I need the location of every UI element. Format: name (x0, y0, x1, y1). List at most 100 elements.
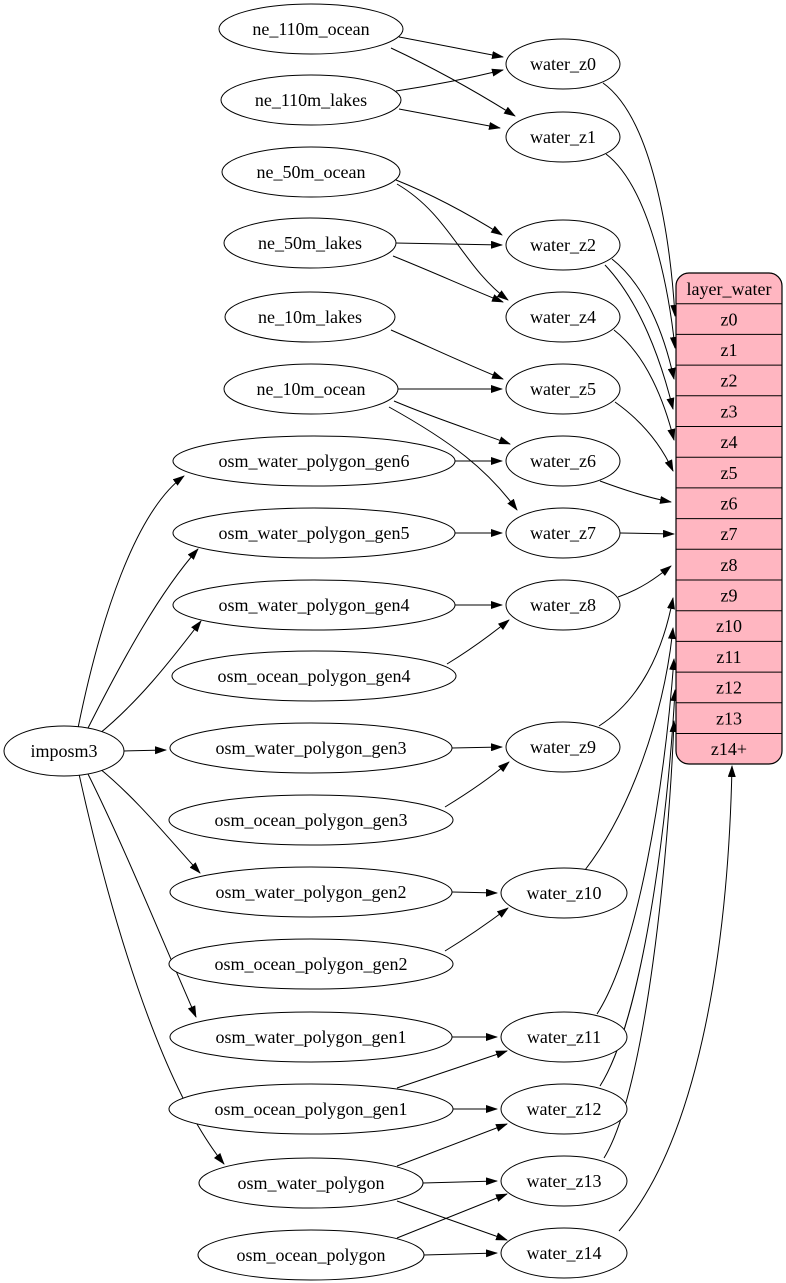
edge-osm_ocean_polygon_gen1-water_z11 (396, 1050, 508, 1089)
edge-osm_ocean_polygon_gen3-water_z9 (444, 761, 510, 808)
node-osm_ocean_polygon_gen3-label: osm_ocean_polygon_gen3 (215, 810, 408, 830)
node-water_z14-label: water_z14 (527, 1243, 602, 1263)
node-osm_water_polygon_gen1-label: osm_water_polygon_gen1 (216, 1027, 407, 1047)
node-osm_ocean_polygon-label: osm_ocean_polygon (237, 1245, 386, 1265)
node-water_z7: water_z7 (505, 507, 621, 559)
node-ne_110m_ocean: ne_110m_ocean (218, 3, 404, 55)
edge-imposm3-osm_water_polygon_gen3 (123, 746, 167, 755)
edge-water_z9-row-z9 (598, 597, 675, 727)
node-osm_ocean_polygon_gen4-shape (171, 650, 457, 702)
node-water_z1: water_z1 (505, 111, 621, 163)
edge-osm_water_polygon-water_z13 (422, 1177, 498, 1186)
edge-water_z2-row-z2 (611, 258, 676, 380)
node-water_z11: water_z11 (500, 1011, 628, 1063)
table-cell-z1: z1 (721, 340, 738, 360)
edge-ne_50m_ocean-water_z2 (395, 179, 503, 236)
node-osm_water_polygon_gen2: osm_water_polygon_gen2 (169, 866, 453, 918)
node-osm_ocean_polygon-shape (197, 1229, 425, 1281)
edge-water_z14-row-z14plus (618, 765, 736, 1232)
node-ne_50m_ocean-label: ne_50m_ocean (257, 162, 366, 182)
node-ne_10m_ocean-label: ne_10m_ocean (257, 379, 366, 399)
edge-imposm3-osm_water_polygon_gen2 (98, 767, 201, 874)
node-ne_50m_ocean-shape (221, 146, 401, 198)
table-cell-z12: z12 (716, 678, 742, 698)
edge-imposm3-osm_water_polygon_gen6 (77, 475, 185, 729)
edge-ne_110m_lakes-water_z0 (395, 68, 504, 92)
node-osm_ocean_polygon_gen1-shape (168, 1083, 454, 1135)
edge-ne_50m_lakes-water_z2 (394, 240, 503, 249)
node-osm_water_polygon_gen6-shape (172, 435, 456, 487)
node-ne_110m_lakes-shape (220, 74, 402, 126)
edge-water_z1-row-z1 (605, 153, 678, 349)
node-water_z8-label: water_z8 (530, 595, 596, 615)
node-imposm3: imposm3 (3, 725, 125, 777)
node-osm_water_polygon_gen2-label: osm_water_polygon_gen2 (216, 882, 407, 902)
edge-ne_110m_ocean-water_z1 (390, 47, 516, 117)
node-water_z4-shape (505, 291, 621, 343)
node-ne_110m_lakes-label: ne_110m_lakes (255, 90, 367, 110)
node-ne_50m_lakes-shape (223, 217, 397, 269)
node-osm_water_polygon_gen5-shape (172, 507, 456, 559)
node-water_z2-label: water_z2 (530, 235, 596, 255)
edge-osm_ocean_polygon_gen2-water_z10 (444, 907, 509, 952)
node-water_z8: water_z8 (505, 579, 621, 631)
edge-water_z5-row-z5 (614, 401, 674, 472)
edge-imposm3-osm_water_polygon (78, 773, 225, 1165)
node-water_z2: water_z2 (505, 219, 621, 271)
edge-imposm3-osm_water_polygon_gen4 (98, 620, 202, 735)
edge-osm_water_polygon-water_z12 (396, 1123, 508, 1167)
edge-imposm3-osm_water_polygon_gen5 (86, 548, 199, 731)
edge-water_z11-row-z11 (596, 658, 678, 1015)
table-cell-z0: z0 (721, 309, 738, 329)
table-cell-z8: z8 (721, 555, 738, 575)
edge-water_z10-row-z10 (584, 627, 676, 871)
node-osm_water_polygon_gen6: osm_water_polygon_gen6 (172, 435, 456, 487)
edge-osm_water_polygon_gen3-water_z9 (451, 743, 503, 752)
node-imposm3-label: imposm3 (30, 741, 97, 761)
layer-water-table: layer_water z0 z1 z2 z3 z4 z5 z6 z7 z8 z… (675, 272, 783, 765)
node-water_z0-shape (505, 38, 621, 90)
table-cell-z2: z2 (721, 371, 738, 391)
node-ne_110m_ocean-label: ne_110m_ocean (252, 19, 369, 39)
node-osm_water_polygon_gen3-label: osm_water_polygon_gen3 (216, 738, 407, 758)
node-water_z4: water_z4 (505, 291, 621, 343)
edge-ne_10m_ocean-water_z7 (388, 406, 518, 511)
node-water_z6: water_z6 (505, 435, 621, 487)
edge-osm_water_polygon-water_z14 (396, 1200, 508, 1241)
node-water_z12-label: water_z12 (527, 1099, 602, 1119)
edge-ne_50m_ocean-water_z4 (396, 183, 509, 301)
edges (77, 36, 736, 1258)
node-water_z10-shape (500, 867, 628, 919)
node-water_z6-label: water_z6 (530, 451, 596, 471)
edge-ne_10m_lakes-water_z5 (390, 329, 504, 380)
node-osm_ocean_polygon: osm_ocean_polygon (197, 1229, 425, 1281)
node-water_z9: water_z9 (505, 721, 621, 773)
node-water_z5: water_z5 (505, 363, 621, 415)
node-water_z11-label: water_z11 (527, 1027, 601, 1047)
table-cell-z9: z9 (721, 586, 738, 606)
node-water_z7-shape (505, 507, 621, 559)
node-water_z13-shape (500, 1155, 628, 1207)
node-osm_water_polygon_gen4-label: osm_water_polygon_gen4 (219, 595, 410, 615)
node-water_z1-shape (505, 111, 621, 163)
edge-osm_ocean_polygon-water_z13 (396, 1193, 508, 1239)
node-osm_ocean_polygon_gen1: osm_ocean_polygon_gen1 (168, 1083, 454, 1135)
table-cell-z4: z4 (721, 432, 738, 452)
node-water_z4-label: water_z4 (530, 307, 596, 327)
node-ne_50m_lakes: ne_50m_lakes (223, 217, 397, 269)
node-water_z9-label: water_z9 (530, 737, 596, 757)
node-water_z14-shape (500, 1227, 628, 1279)
edge-osm_ocean_polygon_gen4-water_z8 (446, 619, 510, 665)
node-osm_water_polygon_gen1: osm_water_polygon_gen1 (169, 1011, 453, 1063)
node-water_z12: water_z12 (500, 1083, 628, 1135)
node-osm_water_polygon-label: osm_water_polygon (238, 1173, 385, 1193)
table-cell-z7: z7 (721, 524, 738, 544)
node-osm_ocean_polygon_gen3-shape (168, 794, 454, 846)
node-osm_ocean_polygon_gen1-label: osm_ocean_polygon_gen1 (215, 1099, 408, 1119)
node-water_z7-label: water_z7 (530, 523, 596, 543)
node-water_z0-label: water_z0 (530, 54, 596, 74)
table-cell-z14plus: z14+ (711, 739, 747, 759)
node-water_z11-shape (500, 1011, 628, 1063)
node-osm_water_polygon_gen5-label: osm_water_polygon_gen5 (219, 523, 410, 543)
